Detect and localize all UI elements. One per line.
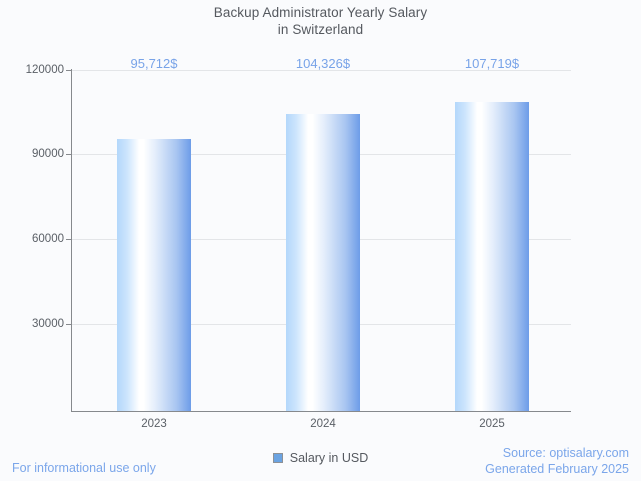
x-tick-label-2025: 2025 (479, 418, 505, 430)
value-label-2023: 95,712$ (130, 56, 178, 71)
legend-swatch-icon (272, 453, 283, 463)
chart-title: Backup Administrator Yearly Salary in Sw… (0, 4, 641, 38)
legend-label-salary-in-usd: Salary in USD (289, 451, 369, 465)
x-tick-label-2024: 2024 (310, 418, 336, 430)
y-tick-mark-90000 (66, 154, 72, 155)
plot-area (72, 70, 571, 411)
y-tick-label-90000: 90000 (32, 148, 64, 160)
bar-2025[interactable] (455, 102, 529, 411)
bar-2023[interactable] (117, 139, 191, 411)
footer-source: Source: optisalary.com (502, 446, 629, 460)
footer-generated-date: Generated February 2025 (485, 462, 629, 476)
value-label-2025: 107,719$ (464, 56, 520, 71)
chart-title-line-1: Backup Administrator Yearly Salary (213, 5, 428, 20)
y-tick-mark-60000 (66, 239, 72, 240)
chart-title-line-2: in Switzerland (277, 22, 364, 37)
footer-source-block: Source: optisalary.com Generated Februar… (485, 445, 629, 477)
y-tick-mark-120000 (66, 70, 72, 71)
value-label-2024: 104,326$ (295, 56, 351, 71)
y-axis-line (71, 69, 72, 412)
y-axis-labels: 120000 90000 60000 30000 (0, 0, 64, 481)
y-tick-label-120000: 120000 (25, 64, 64, 76)
chart-legend: Salary in USD (0, 451, 641, 465)
y-tick-mark-30000 (66, 324, 72, 325)
y-tick-label-30000: 30000 (32, 318, 64, 330)
bar-2024[interactable] (286, 114, 360, 411)
y-tick-label-60000: 60000 (32, 233, 64, 245)
gridline-120000 (72, 70, 571, 71)
footer-disclaimer: For informational use only (12, 461, 156, 475)
x-axis-line (71, 411, 571, 412)
x-tick-label-2023: 2023 (141, 418, 167, 430)
